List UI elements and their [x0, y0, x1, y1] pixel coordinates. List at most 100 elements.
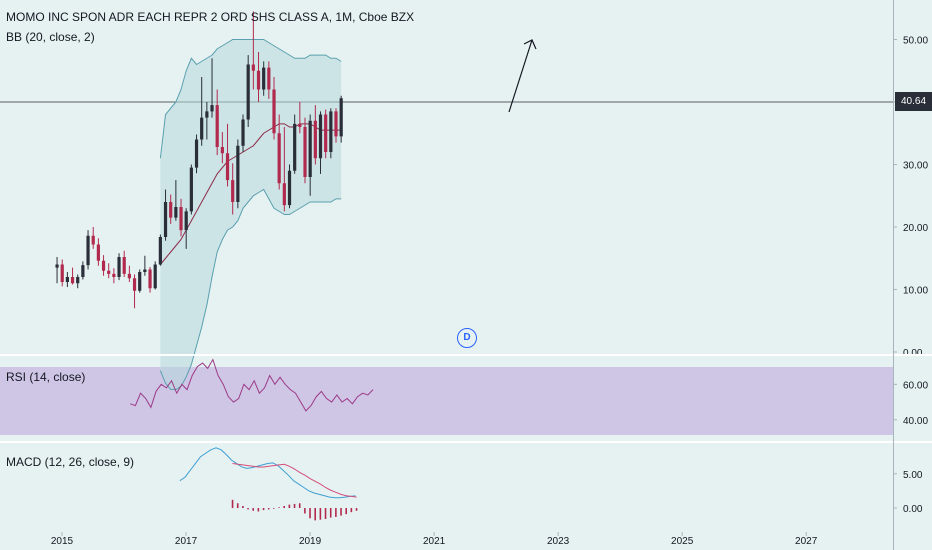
candle-body — [76, 277, 80, 284]
candle-body — [287, 170, 292, 206]
candle — [117, 253, 121, 281]
candle-body — [272, 89, 276, 134]
candle — [96, 238, 100, 266]
candle — [236, 139, 240, 209]
candle — [70, 267, 75, 285]
pane-divider-rsi[interactable] — [0, 354, 932, 356]
x-tick-label: 2025 — [671, 536, 694, 547]
candle-body — [60, 264, 64, 282]
candle-body — [262, 67, 266, 90]
candle — [324, 109, 328, 159]
candle-body — [70, 277, 75, 284]
trend-arrow[interactable] — [508, 39, 537, 113]
dividend-marker-icon[interactable]: D — [457, 328, 477, 348]
candle — [163, 189, 168, 241]
candle-body — [334, 111, 338, 137]
candle-body — [86, 235, 90, 266]
candle-body — [169, 202, 173, 218]
x-tick-label: 2021 — [423, 536, 446, 547]
candle — [132, 274, 137, 309]
macd-pane — [179, 447, 358, 521]
candle — [65, 272, 69, 287]
candle — [112, 268, 116, 284]
candle — [158, 234, 162, 266]
candle-body — [174, 207, 178, 218]
candle-body — [210, 105, 214, 112]
pane-divider-macd[interactable] — [0, 441, 932, 443]
candle-body — [112, 273, 116, 277]
x-tick-label: 2027 — [795, 536, 818, 547]
candle-body — [225, 153, 230, 181]
y-tick-label: 30.00 — [903, 161, 928, 172]
candle — [153, 261, 157, 290]
candle — [101, 255, 106, 276]
candle — [339, 95, 343, 143]
candle — [334, 108, 338, 143]
candle — [220, 132, 224, 164]
candle — [205, 102, 209, 140]
candle — [318, 111, 323, 174]
candle — [194, 134, 199, 174]
candle-body — [101, 260, 106, 271]
candle — [277, 114, 281, 190]
candle-body — [339, 98, 343, 137]
rsi-indicator-label[interactable]: RSI (14, close) — [6, 370, 86, 384]
candle — [231, 163, 235, 215]
candle — [138, 269, 142, 293]
candle — [282, 127, 286, 212]
price-pane — [55, 11, 343, 390]
candle — [60, 259, 64, 287]
candle — [308, 114, 312, 196]
candle-body — [179, 207, 183, 231]
candle-body — [200, 117, 204, 140]
candle — [200, 77, 204, 146]
price-axis-divider — [893, 0, 894, 550]
candle-body — [303, 127, 307, 177]
candle — [267, 61, 271, 99]
candle-body — [329, 111, 333, 152]
candle-body — [132, 278, 137, 291]
macd-indicator-label[interactable]: MACD (12, 26, close, 9) — [6, 455, 135, 469]
candle-body — [158, 237, 162, 265]
bb-upper-band — [159, 39, 342, 159]
candle-body — [251, 64, 255, 71]
candle-body — [148, 269, 152, 289]
candle-body — [81, 265, 85, 277]
candle — [122, 250, 126, 277]
candle — [148, 267, 152, 293]
candle — [313, 105, 317, 165]
arrow-head — [523, 39, 537, 50]
y-tick-label: 10.00 — [903, 286, 928, 297]
y-tick-label: 50.00 — [903, 36, 928, 47]
candle — [189, 164, 193, 215]
candle-body — [96, 244, 100, 261]
x-tick-label: 2015 — [51, 536, 74, 547]
candle — [241, 114, 245, 152]
y-tick-label: 5.00 — [903, 470, 923, 481]
candle-body — [241, 119, 245, 146]
candle-body — [293, 123, 297, 171]
bb-lower-band — [159, 188, 342, 390]
candle — [184, 208, 188, 249]
arrow-shaft — [508, 39, 533, 113]
candle-body — [127, 273, 131, 279]
candle — [215, 89, 219, 156]
candle-body — [65, 277, 69, 282]
bb-indicator-label[interactable]: BB (20, close, 2) — [6, 30, 95, 44]
x-tick-label: 2023 — [547, 536, 570, 547]
candle — [303, 117, 307, 184]
candle-body — [282, 183, 286, 206]
candle-body — [205, 111, 209, 118]
candle-body — [231, 180, 235, 202]
candle — [251, 11, 255, 90]
candle — [174, 180, 178, 221]
candle-body — [91, 235, 95, 245]
candle-body — [246, 64, 250, 120]
candle — [225, 123, 230, 187]
candle-body — [184, 211, 188, 231]
candle — [127, 265, 131, 282]
candle — [293, 114, 297, 174]
candle-body — [256, 70, 261, 90]
candle-body — [189, 167, 193, 212]
